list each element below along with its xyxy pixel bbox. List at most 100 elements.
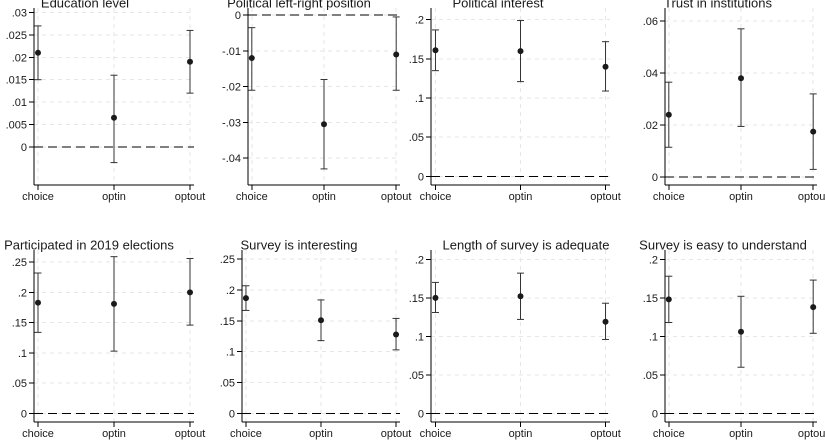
y-tick-label: .15 [220,316,235,328]
point-estimate-choice [248,55,255,62]
y-tick-label: .05 [409,370,424,382]
y-tick-label: .05 [409,132,424,144]
panel-2: Political left-right position -.04 -.03 -.0… [222,0,411,203]
y-tick-label: .15 [12,318,27,330]
point-estimate-optin [738,75,744,82]
point-estimate-choice [432,294,439,301]
y-tick-label: .05 [12,378,27,390]
y-tick-label: -.03 [222,117,241,129]
panel-title: Survey is easy to understand [639,238,807,253]
x-tick-label: optout [381,191,412,203]
y-tick-label: .01 [12,97,27,109]
y-tick-label: 0 [229,408,235,420]
panel-7: Length of survey is adequate 0 .05 .1 .15 .2 c… [409,238,621,440]
y-tick-label: .04 [643,68,658,80]
x-tick-label: optin [312,191,336,203]
y-tick-label: .025 [6,30,27,42]
x-tick-label: optout [590,191,621,203]
x-tick-label: choice [22,428,54,440]
y-tick-label: .005 [6,120,27,132]
y-tick-label: -.01 [222,46,241,58]
y-tick-label: 0 [21,409,27,421]
point-estimate-choice [35,299,41,306]
x-tick-label: choice [230,428,262,440]
x-tick-label: optout [175,191,206,203]
y-tick-label: .15 [643,293,658,305]
y-tick-label: .05 [643,370,658,382]
y-tick-label: .02 [12,52,27,64]
panel-6: Survey is interesting 0 .05 .1 .15 .2 .25 choic… [220,238,412,440]
y-tick-label: .015 [6,75,27,87]
y-tick-label: .25 [12,257,27,269]
x-tick-label: optout [175,428,206,440]
panel-title: Length of survey is adequate [443,238,610,253]
x-tick-label: optin [102,428,126,440]
x-tick-label: optin [309,428,333,440]
y-tick-label: 0 [21,142,27,154]
x-tick-label: optin [509,191,533,203]
y-tick-label: .2 [415,15,424,27]
x-tick-label: choice [653,428,685,440]
panel-title: Participated in 2019 elections [4,238,174,253]
panel-1: Education level 0 .005 .01 .015 .02 .025 .03 cho… [6,0,206,203]
x-tick-label: optin [729,428,753,440]
y-tick-label: .2 [649,254,658,266]
point-estimate-optout [393,331,400,338]
point-estimate-optout [602,63,609,70]
y-tick-label: 0 [418,409,424,421]
x-tick-label: optin [509,428,533,440]
y-tick-label: .06 [643,16,658,28]
y-tick-label: .25 [220,254,235,266]
x-tick-label: optout [798,428,825,440]
y-tick-label: 0 [418,171,424,183]
point-estimate-choice [665,296,672,303]
point-estimate-choice [665,111,672,118]
x-tick-label: optin [102,191,126,203]
y-tick-label: .2 [18,287,27,299]
panel-title: Education level [41,0,129,11]
y-tick-label: .1 [18,348,27,360]
point-estimate-optin [738,328,744,335]
y-tick-label: 0 [652,409,658,421]
panel-3: Political interest 0 .05 .1 .15 .2 choice optin… [409,0,621,203]
panel-title: Survey is interesting [240,238,357,253]
panel-5: Participated in 2019 elections 0 .05 .1 .15.… [4,238,205,440]
y-tick-label: .2 [415,254,424,266]
y-tick-label: .15 [409,54,424,66]
point-estimate-optout [393,51,400,58]
x-tick-label: optout [798,191,825,203]
point-estimate-optout [187,58,193,65]
x-tick-label: choice [420,191,452,203]
y-tick-label: .1 [649,331,658,343]
point-estimate-optout [602,318,609,325]
point-estimate-optin [318,317,324,324]
x-tick-label: choice [653,191,685,203]
panel-title: Political interest [452,0,543,11]
y-tick-label: -.02 [222,82,241,94]
point-estimate-choice [432,47,439,54]
x-tick-label: choice [22,191,54,203]
y-tick-label: .05 [220,378,235,390]
y-tick-label: .03 [12,7,27,19]
y-tick-label: .1 [415,331,424,343]
point-estimate-choice [35,49,41,56]
panel-title: Trust in institutions [664,0,772,11]
point-estimate-optin [321,121,327,128]
y-tick-label: .2 [226,285,235,297]
point-estimate-optin [517,48,524,55]
x-tick-label: choice [236,191,268,203]
y-tick-label: .15 [409,293,424,305]
point-estimate-choice [242,295,249,302]
x-tick-label: optout [590,428,621,440]
point-estimate-optin [111,300,117,307]
y-tick-label: 0 [235,10,241,22]
x-tick-label: choice [420,428,452,440]
x-tick-label: optin [729,191,753,203]
point-estimate-optout [810,128,817,135]
point-estimate-optout [187,289,193,296]
y-tick-label: .1 [415,93,424,105]
y-tick-label: .1 [226,347,235,359]
panel-4: Trust in institutions 0 .02 .04 .06 choice opt… [643,0,825,203]
y-tick-label: 0 [652,172,658,184]
